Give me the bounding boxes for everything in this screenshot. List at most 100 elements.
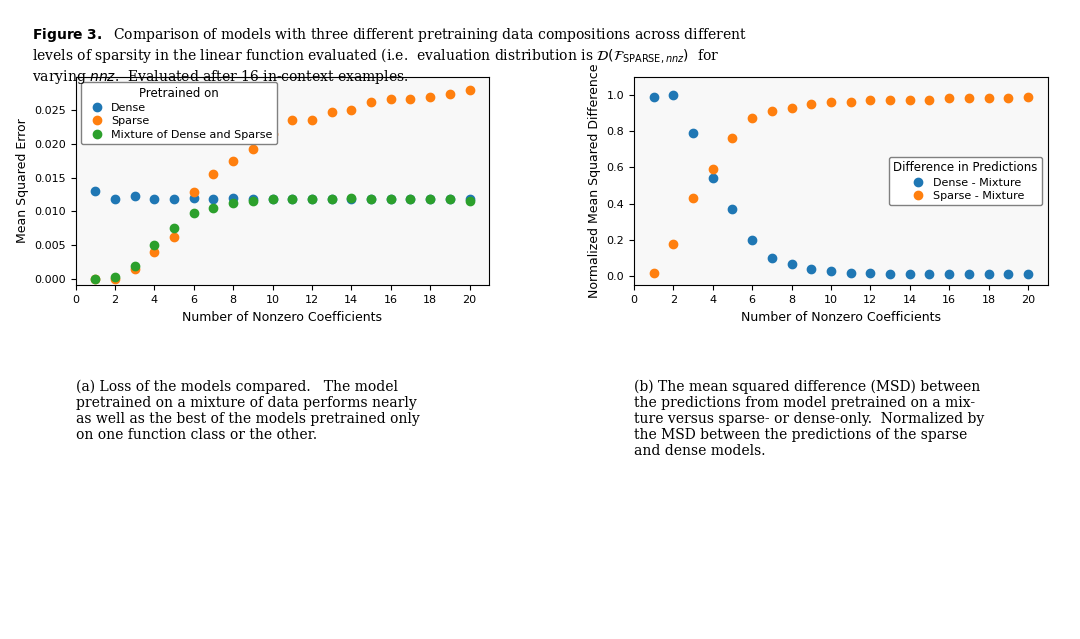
Point bbox=[704, 173, 721, 183]
Point bbox=[685, 128, 702, 138]
Point bbox=[363, 194, 380, 204]
Legend: Dense - Mixture, Sparse - Mixture: Dense - Mixture, Sparse - Mixture bbox=[889, 157, 1042, 205]
Point bbox=[901, 269, 918, 279]
Point bbox=[284, 115, 301, 125]
Point bbox=[284, 194, 301, 204]
Point bbox=[244, 194, 261, 204]
Point bbox=[244, 196, 261, 206]
Point bbox=[941, 269, 958, 279]
Point bbox=[664, 89, 681, 100]
Point bbox=[303, 194, 321, 204]
Point bbox=[264, 129, 281, 139]
Point bbox=[764, 106, 781, 116]
Point bbox=[442, 194, 459, 204]
Point bbox=[225, 198, 242, 208]
Point bbox=[342, 193, 360, 203]
Text: $\bf{Figure\ 3.}$  Comparison of models with three different pretraining data co: $\bf{Figure\ 3.}$ Comparison of models w… bbox=[32, 26, 747, 86]
Point bbox=[205, 169, 222, 179]
Point bbox=[461, 85, 478, 95]
Point bbox=[461, 194, 478, 204]
Point bbox=[842, 97, 860, 107]
Point bbox=[402, 194, 419, 204]
Point bbox=[1020, 269, 1037, 279]
Point bbox=[382, 194, 400, 204]
Point bbox=[402, 194, 419, 204]
Legend: Dense, Sparse, Mixture of Dense and Sparse: Dense, Sparse, Mixture of Dense and Spar… bbox=[81, 82, 276, 144]
Point bbox=[165, 223, 183, 233]
Y-axis label: Mean Squared Error: Mean Squared Error bbox=[15, 119, 28, 243]
Text: (a) Loss of the models compared.   The model
pretrained on a mixture of data per: (a) Loss of the models compared. The mod… bbox=[76, 379, 419, 442]
Point bbox=[802, 264, 820, 274]
X-axis label: Number of Nonzero Coefficients: Number of Nonzero Coefficients bbox=[741, 311, 941, 323]
Text: (b) The mean squared difference (MSD) between
the predictions from model pretrai: (b) The mean squared difference (MSD) be… bbox=[634, 379, 984, 458]
Point bbox=[342, 194, 360, 204]
Point bbox=[146, 194, 163, 204]
Point bbox=[822, 266, 839, 276]
Point bbox=[743, 235, 760, 245]
Point bbox=[941, 93, 958, 104]
Point bbox=[185, 208, 202, 219]
Point bbox=[1000, 93, 1017, 104]
Point bbox=[205, 203, 222, 213]
Point bbox=[960, 93, 977, 104]
Point bbox=[303, 194, 321, 204]
Point bbox=[146, 240, 163, 250]
Point bbox=[645, 91, 662, 102]
Point bbox=[960, 269, 977, 279]
Point bbox=[862, 268, 879, 278]
Point bbox=[106, 194, 123, 204]
Point bbox=[980, 93, 997, 104]
Point bbox=[921, 95, 939, 105]
Point bbox=[764, 253, 781, 263]
Point bbox=[743, 113, 760, 123]
Point bbox=[442, 88, 459, 98]
Point bbox=[421, 92, 438, 102]
Point bbox=[363, 96, 380, 107]
Point bbox=[645, 268, 662, 278]
Point bbox=[382, 194, 400, 204]
Point bbox=[724, 204, 741, 214]
Y-axis label: Normalized Mean Squared Difference: Normalized Mean Squared Difference bbox=[588, 64, 600, 298]
Point bbox=[323, 194, 340, 204]
Point bbox=[86, 273, 104, 284]
Point bbox=[685, 193, 702, 203]
Point bbox=[921, 269, 939, 279]
Point bbox=[146, 247, 163, 257]
Point bbox=[225, 156, 242, 166]
Point bbox=[126, 191, 144, 201]
Point bbox=[1020, 91, 1037, 102]
Point bbox=[881, 95, 899, 105]
Point bbox=[1000, 269, 1017, 279]
Point bbox=[225, 193, 242, 203]
Point bbox=[382, 94, 400, 104]
Point bbox=[421, 194, 438, 204]
Point bbox=[664, 238, 681, 249]
Point bbox=[165, 232, 183, 242]
Point bbox=[205, 194, 222, 204]
Point bbox=[86, 273, 104, 284]
Point bbox=[323, 194, 340, 204]
Point bbox=[284, 194, 301, 204]
X-axis label: Number of Nonzero Coefficients: Number of Nonzero Coefficients bbox=[183, 311, 382, 323]
Point bbox=[106, 273, 123, 284]
Point bbox=[106, 272, 123, 282]
Point bbox=[724, 134, 741, 144]
Point bbox=[704, 164, 721, 174]
Point bbox=[244, 144, 261, 155]
Point bbox=[185, 187, 202, 197]
Point bbox=[126, 264, 144, 274]
Point bbox=[402, 94, 419, 104]
Point bbox=[442, 194, 459, 204]
Point bbox=[980, 269, 997, 279]
Point bbox=[802, 99, 820, 109]
Point bbox=[881, 269, 899, 279]
Point bbox=[421, 194, 438, 204]
Point bbox=[862, 95, 879, 105]
Point bbox=[783, 258, 800, 268]
Point bbox=[303, 114, 321, 125]
Point bbox=[165, 194, 183, 204]
Point bbox=[264, 194, 281, 204]
Point bbox=[323, 107, 340, 118]
Point bbox=[86, 186, 104, 196]
Point bbox=[126, 261, 144, 272]
